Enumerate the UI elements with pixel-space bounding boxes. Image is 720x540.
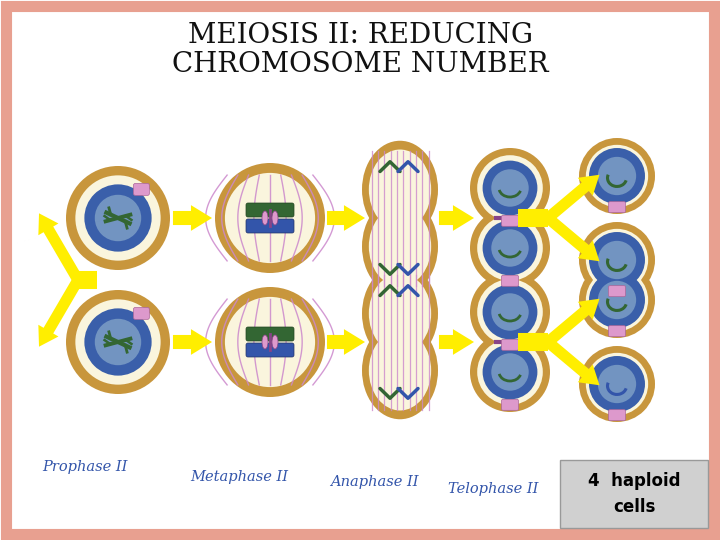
Ellipse shape: [586, 229, 648, 291]
Ellipse shape: [590, 357, 644, 410]
FancyBboxPatch shape: [502, 399, 518, 410]
FancyBboxPatch shape: [608, 201, 626, 213]
Text: Metaphase II: Metaphase II: [190, 470, 288, 484]
Ellipse shape: [590, 150, 644, 202]
Ellipse shape: [362, 265, 438, 362]
Ellipse shape: [477, 339, 543, 405]
Ellipse shape: [369, 330, 431, 410]
FancyBboxPatch shape: [246, 343, 294, 357]
Ellipse shape: [225, 173, 315, 263]
FancyArrow shape: [545, 339, 598, 384]
Ellipse shape: [470, 272, 550, 352]
FancyBboxPatch shape: [502, 215, 518, 226]
Ellipse shape: [215, 287, 325, 397]
FancyArrow shape: [545, 214, 598, 260]
Ellipse shape: [579, 138, 655, 214]
Ellipse shape: [484, 162, 536, 214]
Ellipse shape: [491, 230, 528, 267]
FancyArrow shape: [174, 207, 210, 229]
Ellipse shape: [76, 299, 161, 384]
Ellipse shape: [272, 335, 278, 349]
Ellipse shape: [579, 262, 655, 338]
FancyArrow shape: [545, 300, 598, 346]
Ellipse shape: [598, 157, 636, 195]
Ellipse shape: [362, 322, 438, 419]
FancyArrow shape: [328, 207, 363, 229]
Ellipse shape: [586, 353, 648, 415]
Ellipse shape: [262, 335, 268, 349]
FancyBboxPatch shape: [502, 339, 518, 350]
Ellipse shape: [272, 211, 278, 225]
Ellipse shape: [598, 241, 636, 279]
Ellipse shape: [262, 211, 268, 225]
FancyBboxPatch shape: [608, 410, 626, 421]
Text: Anaphase II: Anaphase II: [330, 475, 418, 489]
FancyArrow shape: [328, 331, 363, 353]
Ellipse shape: [590, 273, 644, 327]
Ellipse shape: [598, 365, 636, 403]
Ellipse shape: [491, 293, 528, 330]
Ellipse shape: [66, 166, 170, 270]
Text: 4  haploid
cells: 4 haploid cells: [588, 472, 680, 516]
Ellipse shape: [225, 297, 315, 387]
Ellipse shape: [362, 198, 438, 295]
Ellipse shape: [95, 195, 141, 241]
FancyBboxPatch shape: [133, 184, 150, 195]
FancyBboxPatch shape: [560, 460, 708, 528]
Ellipse shape: [86, 310, 150, 374]
Ellipse shape: [470, 208, 550, 288]
Ellipse shape: [369, 206, 431, 287]
Ellipse shape: [484, 222, 536, 274]
Ellipse shape: [470, 332, 550, 412]
Ellipse shape: [369, 150, 431, 230]
Ellipse shape: [598, 281, 636, 319]
Ellipse shape: [579, 222, 655, 298]
FancyArrow shape: [440, 331, 472, 353]
Ellipse shape: [470, 148, 550, 228]
Ellipse shape: [362, 141, 438, 238]
Ellipse shape: [491, 169, 528, 207]
Ellipse shape: [579, 346, 655, 422]
FancyArrow shape: [174, 331, 210, 353]
FancyBboxPatch shape: [246, 203, 294, 217]
Ellipse shape: [95, 319, 141, 365]
Ellipse shape: [215, 163, 325, 273]
Ellipse shape: [477, 215, 543, 281]
Ellipse shape: [86, 186, 150, 250]
Ellipse shape: [369, 274, 431, 354]
FancyBboxPatch shape: [608, 326, 626, 336]
Ellipse shape: [590, 233, 644, 287]
Text: MEIOSIS II: REDUCING
CHROMOSOME NUMBER: MEIOSIS II: REDUCING CHROMOSOME NUMBER: [171, 22, 549, 78]
Ellipse shape: [491, 353, 528, 391]
FancyBboxPatch shape: [6, 6, 714, 534]
FancyBboxPatch shape: [246, 327, 294, 341]
Ellipse shape: [484, 346, 536, 398]
Ellipse shape: [586, 269, 648, 331]
Ellipse shape: [477, 155, 543, 221]
Ellipse shape: [586, 145, 648, 207]
FancyBboxPatch shape: [246, 219, 294, 233]
FancyBboxPatch shape: [133, 307, 150, 319]
Ellipse shape: [477, 279, 543, 345]
FancyBboxPatch shape: [608, 286, 626, 296]
FancyBboxPatch shape: [502, 275, 518, 286]
Text: Telophase II: Telophase II: [448, 482, 539, 496]
Ellipse shape: [66, 290, 170, 394]
Text: Prophase II: Prophase II: [42, 460, 127, 474]
Ellipse shape: [76, 176, 161, 261]
FancyArrow shape: [40, 215, 82, 282]
Ellipse shape: [484, 286, 536, 338]
FancyArrow shape: [40, 278, 82, 345]
FancyArrow shape: [440, 207, 472, 229]
FancyArrow shape: [545, 176, 598, 221]
